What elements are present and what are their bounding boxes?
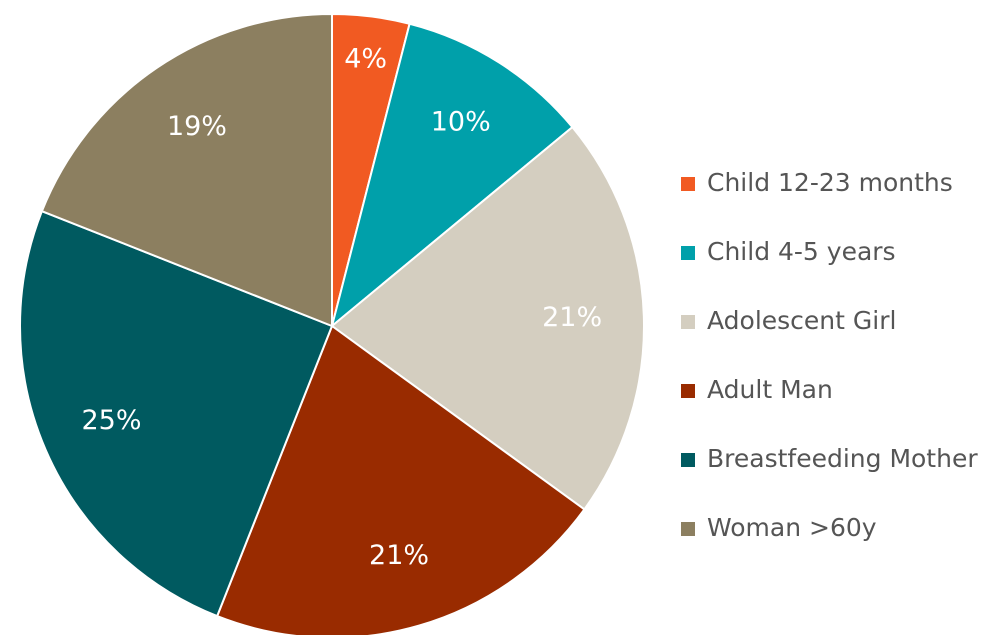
- legend-swatch: [681, 522, 695, 536]
- legend-swatch: [681, 453, 695, 467]
- legend-swatch: [681, 315, 695, 329]
- legend-label: Adolescent Girl: [707, 306, 896, 335]
- pie-slice: [330, 22, 574, 329]
- legend-swatch: [681, 177, 695, 191]
- legend-label: Child 12-23 months: [707, 168, 953, 197]
- slice-label: 19%: [167, 111, 227, 142]
- legend-label: Child 4-5 years: [707, 237, 896, 266]
- slice-label: 21%: [369, 540, 429, 571]
- slice-label: 10%: [431, 107, 491, 138]
- legend-swatch: [681, 384, 695, 398]
- pie-slice: [40, 12, 333, 328]
- legend-label: Breastfeeding Mother: [707, 444, 978, 473]
- legend-swatch: [681, 246, 695, 260]
- legend-label: Adult Man: [707, 375, 833, 404]
- pie-slice: [215, 324, 586, 635]
- pie-slice: [19, 209, 334, 618]
- pie-slice: [330, 125, 645, 511]
- slice-label: 21%: [542, 302, 602, 333]
- legend-label: Woman >60y: [707, 513, 877, 542]
- slice-label: 25%: [82, 405, 142, 436]
- slice-label: 4%: [344, 43, 387, 74]
